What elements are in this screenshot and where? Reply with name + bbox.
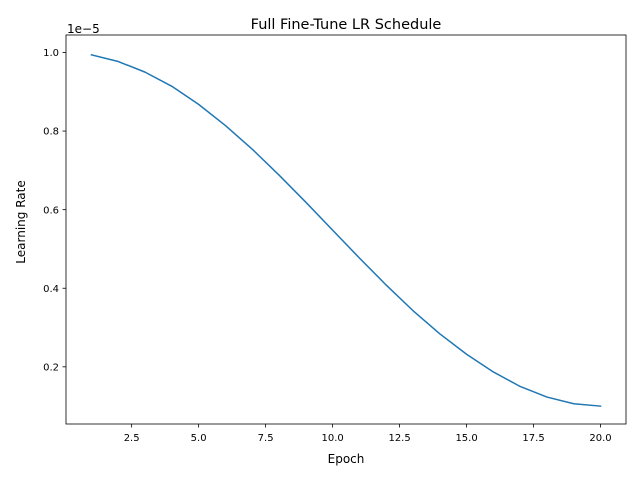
x-tick-label: 12.5 [388,433,410,444]
x-tick-label: 7.5 [258,433,274,444]
series-line-0 [90,53,602,407]
chart-title: Full Fine-Tune LR Schedule [251,17,442,33]
y-tick-label: 0.2 [43,362,59,373]
x-tick-label: 20.0 [589,433,611,444]
x-axis-ticks: 2.5 5.0 7.5 10.0 12.5 15.0 17.5 20.0 [124,424,612,444]
x-axis-label: Epoch [328,452,365,466]
series-layer [90,53,602,407]
y-tick-label: 1.0 [43,48,59,59]
x-tick-label: 5.0 [191,433,207,444]
y-tick-label: 0.4 [43,284,59,295]
axes-spines [65,34,627,425]
y-axis-label: Learning Rate [14,180,28,263]
y-axis-ticks: 0.2 0.4 0.6 0.8 1.0 [43,48,66,373]
x-tick-label: 2.5 [124,433,140,444]
y-tick-label: 0.6 [43,205,59,216]
y-tick-label: 0.8 [43,127,59,138]
y-axis-offset-label: 1e−5 [67,22,100,36]
x-tick-label: 10.0 [321,433,343,444]
x-tick-label: 17.5 [522,433,544,444]
axes-frame [65,34,627,425]
x-tick-label: 15.0 [455,433,477,444]
